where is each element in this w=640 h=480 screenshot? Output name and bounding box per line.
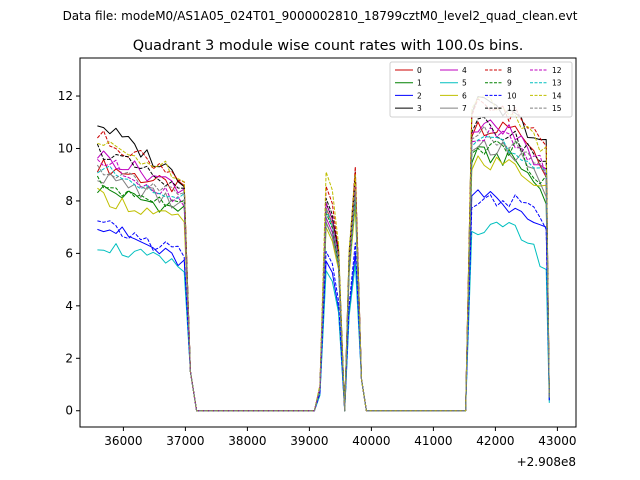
x-axis: 36000 37000 38000 39000 40000 41000 42000 43000 <box>104 427 576 448</box>
legend-label-9: 9 <box>507 79 512 88</box>
legend-label-14: 14 <box>552 91 562 100</box>
legend-label-5: 5 <box>462 79 467 88</box>
legend-label-3: 3 <box>417 104 422 113</box>
x-tick-label: 37000 <box>166 434 204 448</box>
legend-label-2: 2 <box>417 91 422 100</box>
x-tick-label: 42000 <box>476 434 514 448</box>
y-tick-label: 2 <box>65 351 73 365</box>
chart-title: Quadrant 3 module wise count rates with … <box>133 38 524 54</box>
x-tick-label: 40000 <box>352 434 390 448</box>
legend-label-10: 10 <box>507 91 517 100</box>
y-tick-label: 10 <box>58 141 73 155</box>
legend-label-15: 15 <box>552 104 562 113</box>
suptitle: Data file: modeM0/AS1A05_024T01_90000028… <box>63 9 578 23</box>
legend-box <box>389 61 573 118</box>
legend-label-4: 4 <box>462 66 467 75</box>
series-line-5 <box>97 221 550 412</box>
y-tick-label: 6 <box>65 246 73 260</box>
x-tick-label: 43000 <box>538 434 576 448</box>
legend-label-8: 8 <box>507 66 512 75</box>
legend-label-12: 12 <box>552 66 562 75</box>
y-tick-label: 12 <box>58 89 73 103</box>
legend-label-11: 11 <box>507 104 517 113</box>
x-tick-label: 38000 <box>228 434 266 448</box>
series-line-15 <box>96 125 550 412</box>
x-offset-label: +2.908e8 <box>517 455 576 469</box>
plot-frame <box>79 57 577 428</box>
legend-label-7: 7 <box>462 104 467 113</box>
y-tick-label: 4 <box>65 299 73 313</box>
series-line-10 <box>97 194 550 412</box>
y-tick-label: 0 <box>65 404 73 418</box>
legend-label-6: 6 <box>462 91 467 100</box>
x-tick-label: 41000 <box>414 434 452 448</box>
x-tick-label: 36000 <box>104 434 142 448</box>
series-line-12 <box>97 127 550 412</box>
y-tick-label: 8 <box>65 194 73 208</box>
series-line-11 <box>96 116 550 412</box>
x-tick-label: 39000 <box>290 434 328 448</box>
legend-label-0: 0 <box>417 66 422 75</box>
legend-label-1: 1 <box>417 79 422 88</box>
legend-label-13: 13 <box>552 79 562 88</box>
y-axis: 0 2 4 6 8 10 12 <box>58 89 80 418</box>
